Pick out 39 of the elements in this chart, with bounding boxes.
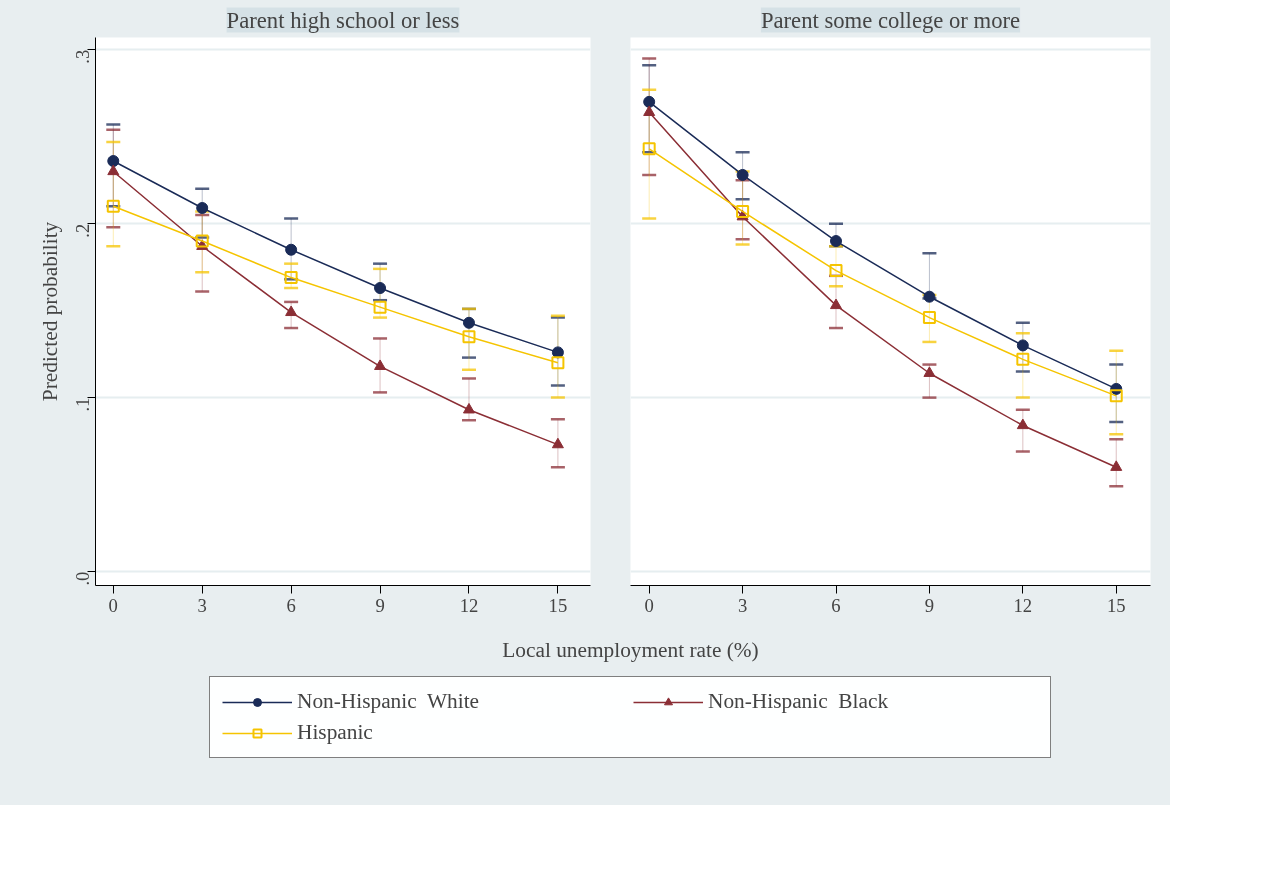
point [1016,339,1029,352]
x-tick-label: 3 [197,594,207,616]
point [923,290,936,303]
x-tick-label: 15 [548,594,568,616]
point [922,311,936,325]
x-tick-label: 6 [286,594,296,616]
y-tick-label: .0 [72,571,93,586]
y-tick-label: .2 [72,223,93,238]
x-tick-label: 6 [831,594,841,616]
x-tick-label: 3 [737,594,748,616]
point [643,105,656,116]
x-tick-label: 9 [924,594,935,616]
x-tick-label: 15 [1106,594,1126,616]
legend-label: Hispanic [297,720,374,745]
point [1109,389,1123,403]
legend-label: Non-Hispanic Black [708,689,890,714]
chart-title: Parent some college or more [760,7,1021,33]
point [736,168,749,181]
y-axis-title: Predicted probability [37,221,62,402]
x-axis-title: Local unemployment rate (%) [502,637,759,662]
x-tick-label: 12 [459,594,479,616]
point [1110,460,1123,471]
point [830,298,843,310]
point [830,235,843,248]
x-tick-label: 0 [108,594,118,616]
y-tick-label: .3 [72,49,93,64]
x-tick-label: 0 [644,594,654,616]
point [642,142,656,156]
legend-label: Non-Hispanic White [297,689,481,714]
point [1016,352,1030,366]
chart-title: Parent high school or less [226,7,460,33]
point [829,264,843,278]
x-tick-label: 12 [1013,594,1033,616]
x-tick-label: 9 [375,594,385,616]
point [736,204,750,218]
point [1016,418,1029,430]
point [923,366,936,377]
y-tick-label: .1 [72,397,93,412]
point [643,95,656,108]
